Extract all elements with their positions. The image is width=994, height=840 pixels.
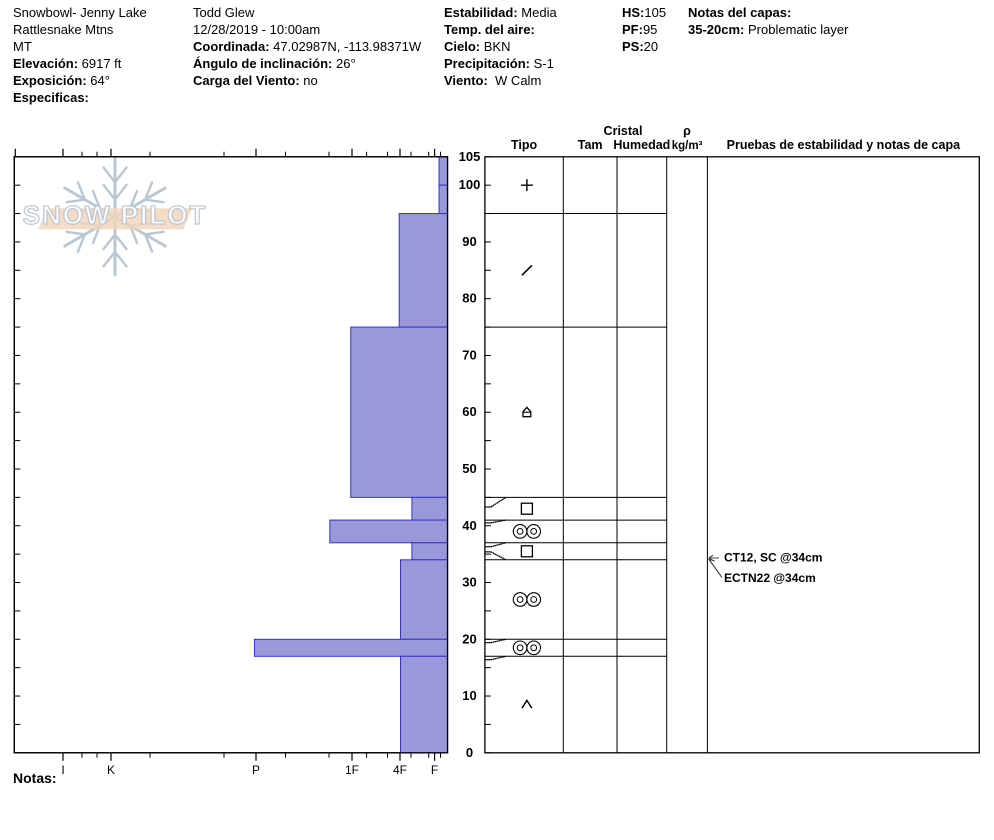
svg-text:0: 0 <box>466 745 473 760</box>
svg-text:Tam: Tam <box>578 138 603 152</box>
svg-text:1F: 1F <box>345 763 359 777</box>
svg-text:Tipo: Tipo <box>511 138 538 152</box>
svg-text:SNOW PILOT: SNOW PILOT <box>23 200 208 230</box>
svg-text:90: 90 <box>462 234 476 249</box>
svg-text:P: P <box>252 763 260 777</box>
svg-text:Pruebas de estabilidad y notas: Pruebas de estabilidad y notas de capa <box>727 138 961 152</box>
svg-text:70: 70 <box>462 347 476 362</box>
svg-text:ρ: ρ <box>683 124 691 138</box>
svg-text:4F: 4F <box>393 763 407 777</box>
svg-text:K: K <box>107 763 115 777</box>
svg-text:50: 50 <box>462 461 476 476</box>
svg-text:CT12, SC @34cm: CT12, SC @34cm <box>724 550 822 564</box>
svg-text:100: 100 <box>459 177 481 192</box>
svg-text:ECTN22 @34cm: ECTN22 @34cm <box>724 571 816 585</box>
svg-text:20: 20 <box>462 631 476 646</box>
svg-text:F: F <box>431 763 438 777</box>
svg-text:60: 60 <box>462 404 476 419</box>
svg-text:10: 10 <box>462 688 476 703</box>
svg-text:Cristal: Cristal <box>604 124 643 138</box>
svg-text:Humedad: Humedad <box>613 138 670 152</box>
svg-text:kg/m³: kg/m³ <box>672 140 703 152</box>
svg-text:40: 40 <box>462 518 476 533</box>
svg-text:I: I <box>61 763 64 777</box>
svg-text:30: 30 <box>462 575 476 590</box>
svg-text:80: 80 <box>462 291 476 306</box>
svg-text:105: 105 <box>459 149 481 164</box>
